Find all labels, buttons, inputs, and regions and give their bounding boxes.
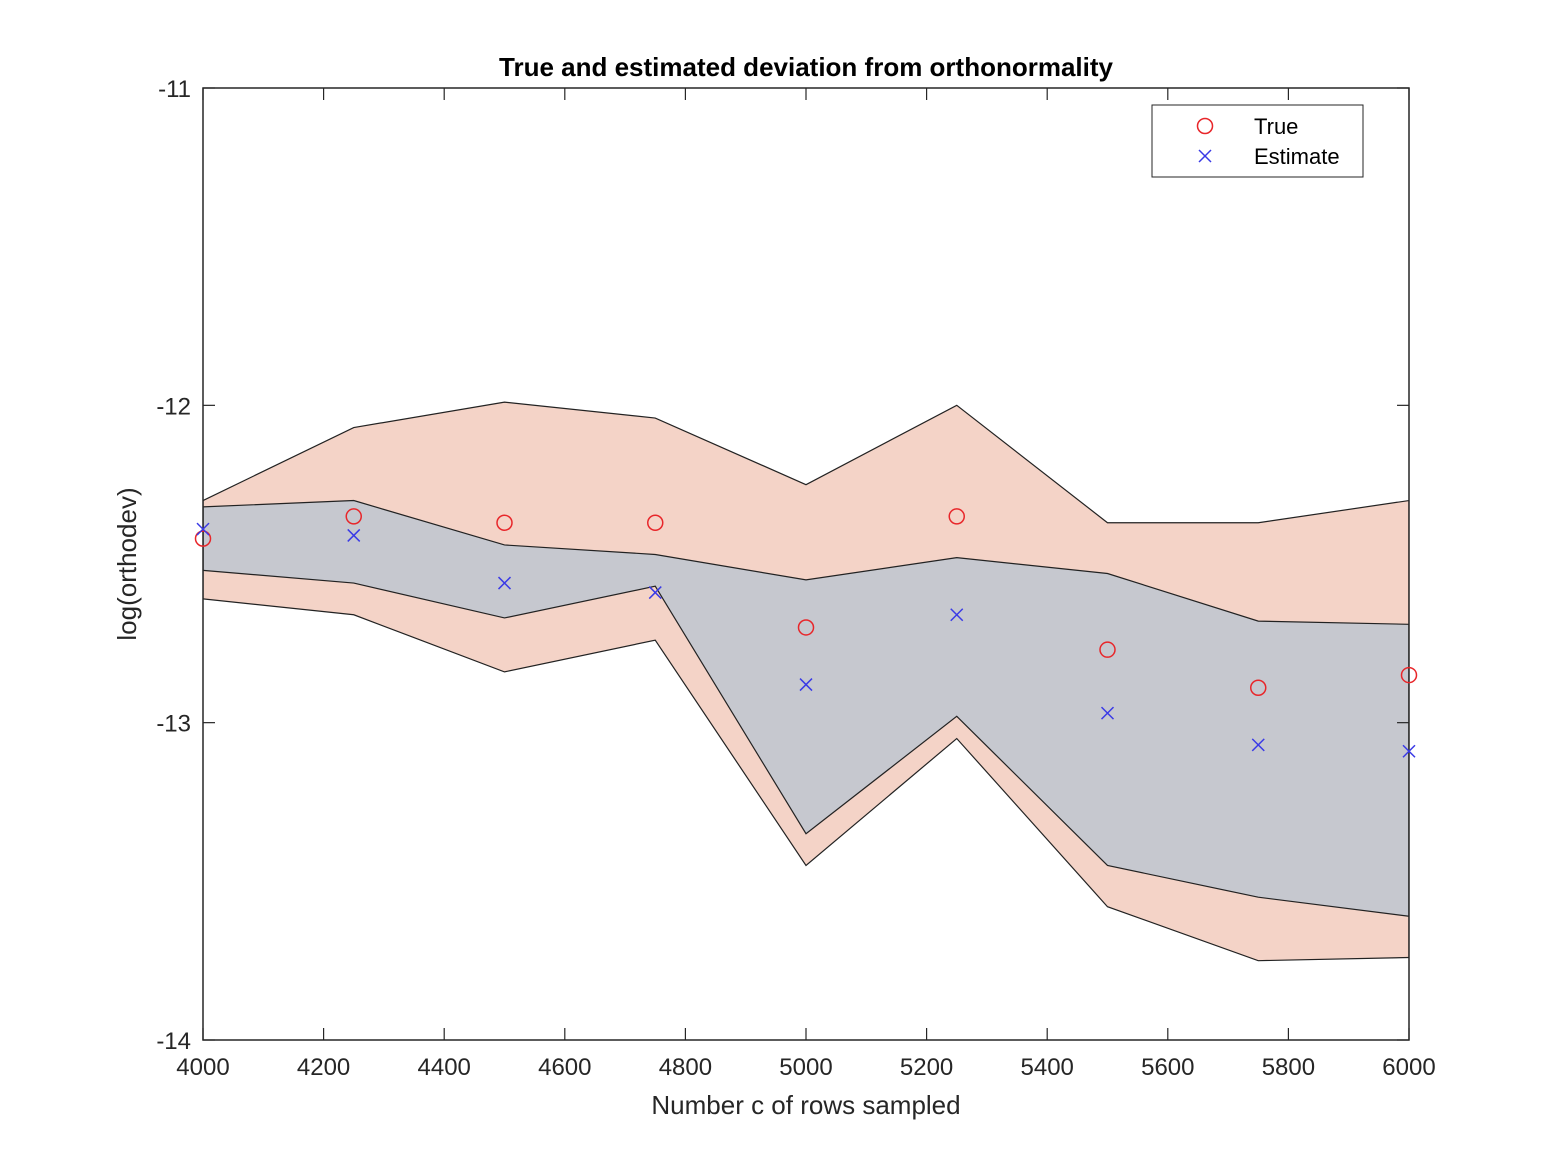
true-point [496, 514, 513, 531]
legend-estimate-marker [1198, 149, 1212, 163]
estimate-point-stroke [196, 522, 210, 536]
y-tick-label: -13 [156, 711, 191, 738]
estimate-point-stroke [497, 576, 512, 590]
x-tick-label: 4400 [418, 1054, 471, 1081]
true-point [1099, 641, 1116, 658]
estimate-point [799, 678, 813, 692]
x-tick-label: 4800 [659, 1054, 712, 1081]
estimate-point-stroke [1100, 706, 1115, 720]
true-point [797, 619, 815, 636]
legend-true-marker [1196, 117, 1214, 135]
estimate-point [1402, 744, 1416, 758]
band-lower-estimate [203, 569, 1409, 917]
estimate-point-stroke [648, 586, 662, 600]
y-tick-label: -14 [156, 1028, 191, 1055]
estimate-point-stroke [950, 608, 964, 622]
x-tick-label: 4000 [176, 1054, 229, 1081]
band-overlap [203, 500, 1409, 917]
x-tick-label: 6000 [1382, 1054, 1435, 1081]
x-tick-label: 5400 [1021, 1054, 1074, 1081]
estimate-point-stroke [1402, 744, 1416, 758]
band-lower-true [203, 598, 1409, 962]
true-point [194, 530, 212, 547]
band-upper-estimate [203, 499, 1409, 625]
estimate-point [497, 576, 512, 590]
true-point [647, 514, 664, 531]
x-tick-label: 5200 [900, 1054, 953, 1081]
estimate-point [347, 528, 361, 542]
x-tick-label: 5800 [1262, 1054, 1315, 1081]
estimate-point-stroke [1251, 738, 1265, 752]
estimate-point [648, 586, 662, 600]
y-axis-label: log(orthodev) [112, 487, 142, 640]
estimate-point [950, 608, 964, 622]
x-axis-label: Number c of rows sampled [651, 1090, 960, 1120]
legend: True Estimate [1151, 104, 1364, 178]
x-tick-label: 4200 [297, 1054, 350, 1081]
estimate-point-stroke [799, 678, 813, 692]
x-tick-label: 5000 [779, 1054, 832, 1081]
legend-estimate-label: Estimate [1254, 144, 1340, 169]
estimate-point [196, 522, 210, 536]
band-upper-true [203, 401, 1409, 524]
x-tick-label: 4600 [538, 1054, 591, 1081]
true-point [345, 508, 362, 525]
estimate-point [1251, 738, 1265, 752]
x-tick-label: 5600 [1141, 1054, 1194, 1081]
estimate-point [1100, 706, 1115, 720]
chart-title: True and estimated deviation from orthon… [499, 52, 1114, 82]
y-tick-label: -12 [156, 393, 191, 420]
legend-true-label: True [1254, 114, 1298, 139]
legend-box [1151, 104, 1364, 178]
true-point [948, 508, 965, 525]
true-point [1250, 679, 1267, 697]
y-tick-label: -11 [158, 76, 191, 103]
true-point [1400, 666, 1418, 684]
estimate-point-stroke [347, 528, 361, 542]
